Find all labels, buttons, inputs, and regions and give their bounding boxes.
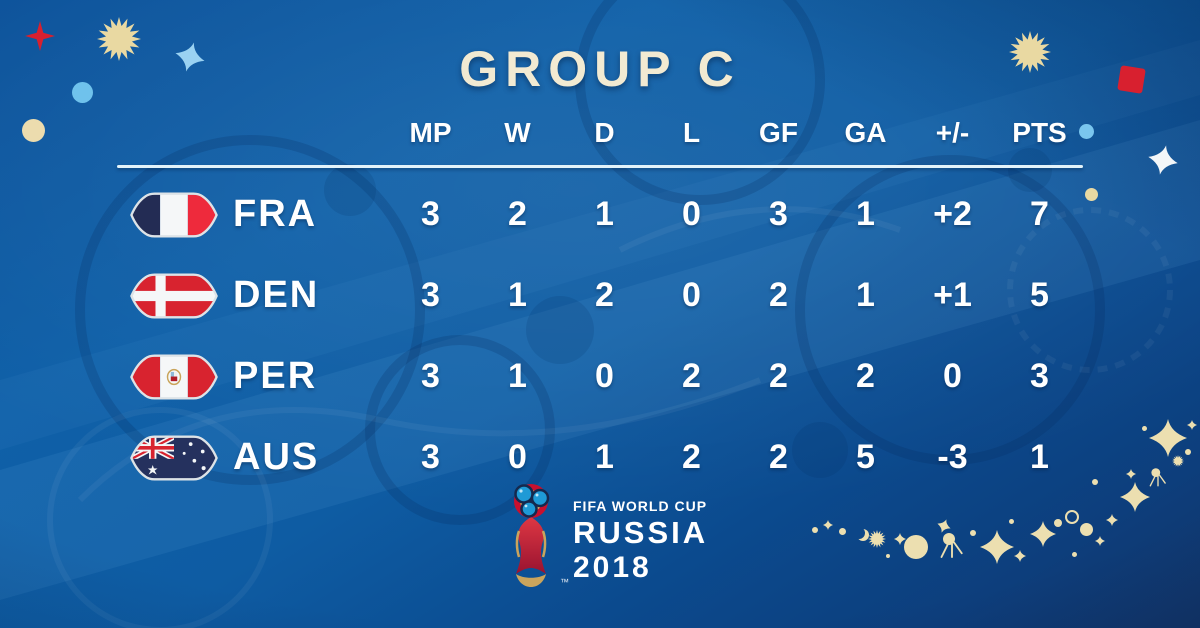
stat-w: 0: [508, 438, 527, 476]
stat-ga: 1: [856, 195, 875, 233]
column-header-mp: MP: [409, 117, 452, 148]
stat-l: 0: [682, 276, 701, 314]
stat-gd: +2: [933, 195, 972, 233]
stat-l: 2: [682, 357, 701, 395]
stat-gd: 0: [943, 357, 962, 395]
column-header-pts: PTS: [1012, 117, 1067, 148]
team-code: FRA: [233, 193, 318, 235]
team-code: DEN: [233, 274, 320, 316]
stat-d: 1: [595, 438, 614, 476]
stat-pts: 7: [1030, 195, 1049, 233]
host-country-label: RUSSIA: [573, 515, 709, 550]
france-flag-icon: [130, 192, 218, 237]
stat-ga: 1: [856, 276, 875, 314]
stat-l: 2: [682, 438, 701, 476]
column-header-gf: GF: [759, 117, 798, 148]
stat-gf: 2: [769, 438, 788, 476]
column-header-l: L: [682, 117, 701, 148]
stat-w: 1: [508, 276, 527, 314]
trademark-symbol: ™: [560, 577, 569, 587]
stat-pts: 3: [1030, 357, 1049, 395]
stat-pts: 5: [1030, 276, 1049, 314]
stat-gf: 2: [769, 357, 788, 395]
stat-ga: 2: [856, 357, 875, 395]
table-row-aus: AUS 3 0 1 2 2 5 -3 1: [117, 417, 1083, 498]
column-header-ga: GA: [844, 117, 887, 148]
stat-d: 0: [595, 357, 614, 395]
world-cup-trophy-icon: [514, 484, 550, 587]
page-title: GROUP C: [459, 41, 741, 97]
table-row-per: PER 3 1 0 2 2 2 0 3: [117, 336, 1083, 417]
peru-flag-icon: [130, 354, 218, 399]
year-label: 2018: [573, 550, 652, 584]
stat-d: 1: [595, 195, 614, 233]
stat-ga: 5: [856, 438, 875, 476]
stat-mp: 3: [421, 195, 440, 233]
table-header-row: MP W D L GF GA +/- PTS: [117, 105, 1083, 161]
stat-gd: +1: [933, 276, 972, 314]
world-cup-logo: ™ FIFA WORLD CUP RUSSIA 2018: [503, 481, 708, 598]
table-row-den: DEN 3 1 2 0 2 1 +1 5: [117, 255, 1083, 336]
table-row-fra: FRA 3 2 1 0 3 1 +2 7: [117, 174, 1083, 255]
stat-mp: 3: [421, 357, 440, 395]
column-header-w: W: [504, 117, 531, 148]
stat-w: 2: [508, 195, 527, 233]
stat-pts: 1: [1030, 438, 1049, 476]
stat-gf: 3: [769, 195, 788, 233]
australia-flag-icon: [130, 435, 218, 480]
header-separator: [117, 165, 1083, 168]
stat-w: 1: [508, 357, 527, 395]
stat-gd: -3: [937, 438, 968, 476]
standings-table: MP W D L GF GA +/- PTS FRA: [117, 105, 1083, 498]
team-code: PER: [233, 355, 318, 397]
denmark-flag-icon: [130, 273, 218, 318]
fifa-world-cup-label: FIFA WORLD CUP: [573, 498, 708, 514]
stat-gf: 2: [769, 276, 788, 314]
stat-l: 0: [682, 195, 701, 233]
stat-mp: 3: [421, 438, 440, 476]
team-code: AUS: [233, 436, 320, 478]
stat-mp: 3: [421, 276, 440, 314]
stat-d: 2: [595, 276, 614, 314]
column-header-d: D: [594, 117, 615, 148]
column-header-gd: +/-: [935, 117, 970, 148]
